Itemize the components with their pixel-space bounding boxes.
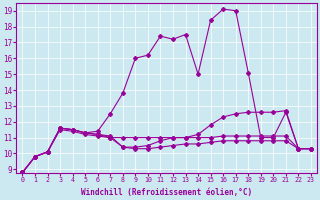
X-axis label: Windchill (Refroidissement éolien,°C): Windchill (Refroidissement éolien,°C): [81, 188, 252, 197]
